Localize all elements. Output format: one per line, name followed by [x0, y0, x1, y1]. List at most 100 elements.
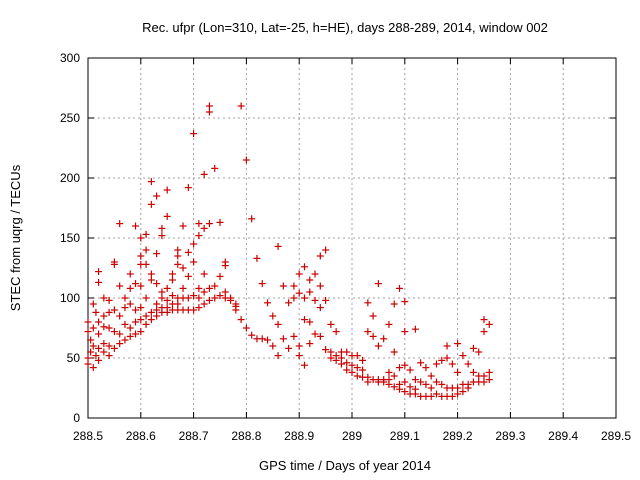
- data-point: [174, 300, 182, 308]
- axis-ticks: [87, 57, 617, 419]
- data-point: [110, 328, 118, 336]
- data-point: [475, 348, 483, 356]
- data-point: [274, 242, 282, 250]
- data-point: [163, 284, 171, 292]
- data-point: [401, 361, 409, 369]
- data-point: [116, 220, 124, 228]
- data-point: [174, 260, 182, 268]
- data-point: [142, 320, 150, 328]
- data-point: [184, 272, 192, 280]
- data-point: [417, 378, 425, 386]
- data-point: [147, 178, 155, 186]
- data-point: [137, 252, 145, 260]
- data-point: [89, 300, 97, 308]
- data-point: [200, 170, 208, 178]
- data-point: [153, 300, 161, 308]
- data-point: [95, 330, 103, 338]
- data-point: [89, 324, 97, 332]
- data-point: [137, 304, 145, 312]
- data-point: [211, 164, 219, 172]
- data-point: [322, 246, 330, 254]
- data-point: [84, 328, 92, 336]
- x-tick-label: 289.1: [390, 429, 420, 443]
- data-point: [411, 325, 419, 333]
- data-point: [422, 380, 430, 388]
- data-point: [195, 232, 203, 240]
- data-point: [406, 366, 414, 374]
- data-point: [264, 336, 272, 344]
- data-point: [306, 340, 314, 348]
- data-point: [195, 220, 203, 228]
- data-point: [427, 392, 435, 400]
- x-tick-label: 289.2: [443, 429, 473, 443]
- data-point: [147, 316, 155, 324]
- data-point: [195, 304, 203, 312]
- data-point: [258, 335, 266, 343]
- data-point: [211, 282, 219, 290]
- x-tick-label: 288.5: [73, 429, 103, 443]
- data-point: [142, 246, 150, 254]
- data-point: [110, 260, 118, 268]
- data-point: [89, 342, 97, 350]
- data-point: [406, 383, 414, 391]
- data-point: [295, 352, 303, 360]
- data-point: [190, 130, 198, 138]
- data-point: [390, 348, 398, 356]
- data-point: [306, 318, 314, 326]
- data-point: [422, 364, 430, 372]
- data-point: [300, 361, 308, 369]
- data-point: [95, 278, 103, 286]
- data-point: [411, 376, 419, 384]
- data-point: [401, 298, 409, 306]
- data-point: [174, 246, 182, 254]
- data-point: [300, 263, 308, 271]
- data-point: [332, 328, 340, 336]
- data-point: [295, 289, 303, 297]
- data-point: [200, 224, 208, 232]
- data-point: [332, 356, 340, 364]
- data-point: [216, 292, 224, 300]
- data-point: [105, 308, 113, 316]
- data-point: [343, 348, 351, 356]
- data-point: [432, 378, 440, 386]
- data-point: [132, 330, 140, 338]
- data-point: [205, 284, 213, 292]
- data-point: [200, 300, 208, 308]
- data-point: [205, 296, 213, 304]
- data-point: [132, 306, 140, 314]
- data-point: [126, 324, 134, 332]
- y-tick-label: 50: [67, 351, 81, 365]
- data-point: [469, 368, 477, 376]
- data-point: [163, 212, 171, 220]
- data-point: [132, 318, 140, 326]
- data-point: [300, 316, 308, 324]
- data-point: [427, 372, 435, 380]
- data-point: [459, 352, 467, 360]
- data-point: [322, 346, 330, 354]
- data-point: [190, 258, 198, 266]
- data-point: [84, 354, 92, 362]
- data-point: [401, 378, 409, 386]
- data-point: [147, 200, 155, 208]
- data-point: [163, 308, 171, 316]
- data-point: [485, 320, 493, 328]
- data-point: [401, 388, 409, 396]
- x-tick-label: 289: [342, 429, 362, 443]
- data-point: [480, 316, 488, 324]
- data-point: [100, 323, 108, 331]
- data-point: [163, 296, 171, 304]
- data-point: [184, 248, 192, 256]
- data-point: [100, 348, 108, 356]
- data-point: [343, 366, 351, 374]
- data-point: [190, 306, 198, 314]
- data-point: [147, 276, 155, 284]
- data-point: [316, 332, 324, 340]
- data-point: [306, 288, 314, 296]
- data-point: [142, 260, 150, 268]
- data-point: [380, 378, 388, 386]
- data-point: [158, 232, 166, 240]
- data-point: [132, 222, 140, 230]
- data-point: [269, 312, 277, 320]
- x-tick-label: 289.4: [548, 429, 578, 443]
- data-point: [116, 340, 124, 348]
